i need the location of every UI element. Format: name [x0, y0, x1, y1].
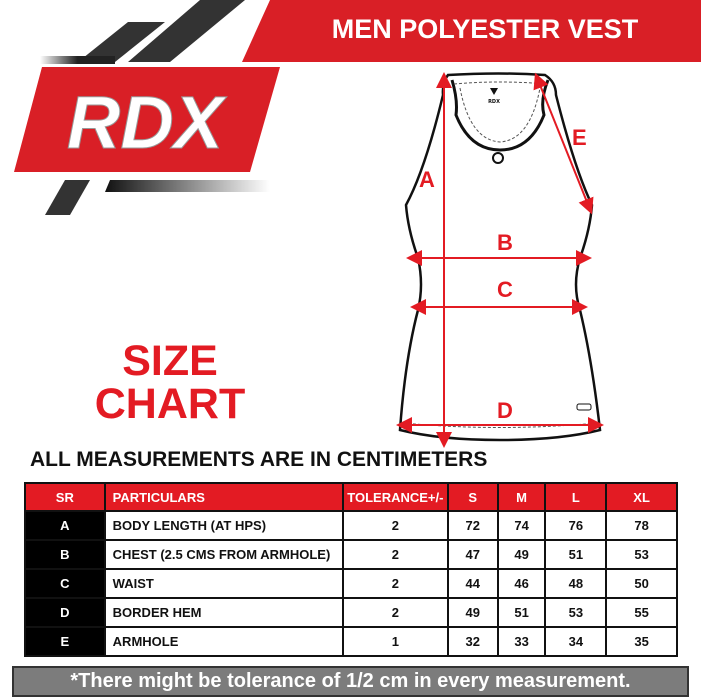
vest-diagram: A B C D E RDX — [396, 72, 604, 448]
cell-m: 74 — [498, 512, 545, 539]
cell-sr: B — [26, 541, 104, 568]
cell-particular: ARMHOLE — [105, 628, 342, 655]
cell-s: 47 — [448, 541, 497, 568]
cell-sr: C — [26, 570, 104, 597]
cell-m: 49 — [498, 541, 545, 568]
cell-m: 51 — [498, 599, 545, 626]
garment-logo: RDX — [488, 99, 500, 105]
tolerance-footnote: *There might be tolerance of 1/2 cm in e… — [12, 666, 689, 697]
table-row: A BODY LENGTH (AT HPS) 2 72 74 76 78 — [26, 512, 676, 539]
cell-particular: BORDER HEM — [105, 599, 342, 626]
table-row: B CHEST (2.5 CMS FROM ARMHOLE) 2 47 49 51 53 — [26, 541, 676, 568]
header-s: S — [448, 484, 497, 510]
header-l: L — [546, 484, 606, 510]
header-sr: SR — [26, 484, 104, 510]
logo-text: RDX — [67, 81, 228, 164]
measurement-unit-note: ALL MEASUREMENTS ARE IN CENTIMETERS — [30, 448, 488, 471]
header-tolerance: TOLERANCE+/- — [343, 484, 447, 510]
rdx-logo: RDX — [14, 0, 280, 215]
cell-m: 46 — [498, 570, 545, 597]
cell-m: 33 — [498, 628, 545, 655]
label-c: C — [497, 277, 513, 302]
cell-l: 51 — [546, 541, 606, 568]
size-chart-line-1: SIZE — [122, 337, 218, 385]
cell-l: 76 — [546, 512, 606, 539]
cell-xl: 50 — [607, 570, 676, 597]
label-b: B — [497, 230, 513, 255]
cell-tolerance: 2 — [343, 599, 447, 626]
table-row: E ARMHOLE 1 32 33 34 35 — [26, 628, 676, 655]
cell-particular: WAIST — [105, 570, 342, 597]
header-m: M — [498, 484, 545, 510]
label-a: A — [419, 167, 435, 192]
cell-s: 49 — [448, 599, 497, 626]
cell-xl: 35 — [607, 628, 676, 655]
label-e: E — [572, 125, 587, 150]
cell-sr: A — [26, 512, 104, 539]
cell-tolerance: 2 — [343, 512, 447, 539]
product-title: MEN POLYESTER VEST — [331, 14, 639, 44]
cell-xl: 78 — [607, 512, 676, 539]
cell-particular: CHEST (2.5 CMS FROM ARMHOLE) — [105, 541, 342, 568]
cell-sr: D — [26, 599, 104, 626]
cell-sr: E — [26, 628, 104, 655]
cell-l: 48 — [546, 570, 606, 597]
cell-s: 72 — [448, 512, 497, 539]
cell-s: 32 — [448, 628, 497, 655]
table-row: D BORDER HEM 2 49 51 53 55 — [26, 599, 676, 626]
title-banner — [242, 0, 701, 62]
table-header-row: SR PARTICULARS TOLERANCE+/- S M L XL — [26, 484, 676, 510]
header-particulars: PARTICULARS — [105, 484, 342, 510]
size-chart-line-2: CHART — [94, 380, 246, 428]
size-chart-heading: SIZE CHART — [80, 340, 260, 426]
size-table: SR PARTICULARS TOLERANCE+/- S M L XL A BO… — [24, 482, 678, 657]
cell-tolerance: 1 — [343, 628, 447, 655]
cell-tolerance: 2 — [343, 570, 447, 597]
cell-particular: BODY LENGTH (AT HPS) — [105, 512, 342, 539]
header-xl: XL — [607, 484, 676, 510]
cell-xl: 53 — [607, 541, 676, 568]
cell-l: 34 — [546, 628, 606, 655]
cell-tolerance: 2 — [343, 541, 447, 568]
label-d: D — [497, 398, 513, 423]
cell-l: 53 — [546, 599, 606, 626]
table-row: C WAIST 2 44 46 48 50 — [26, 570, 676, 597]
cell-s: 44 — [448, 570, 497, 597]
cell-xl: 55 — [607, 599, 676, 626]
